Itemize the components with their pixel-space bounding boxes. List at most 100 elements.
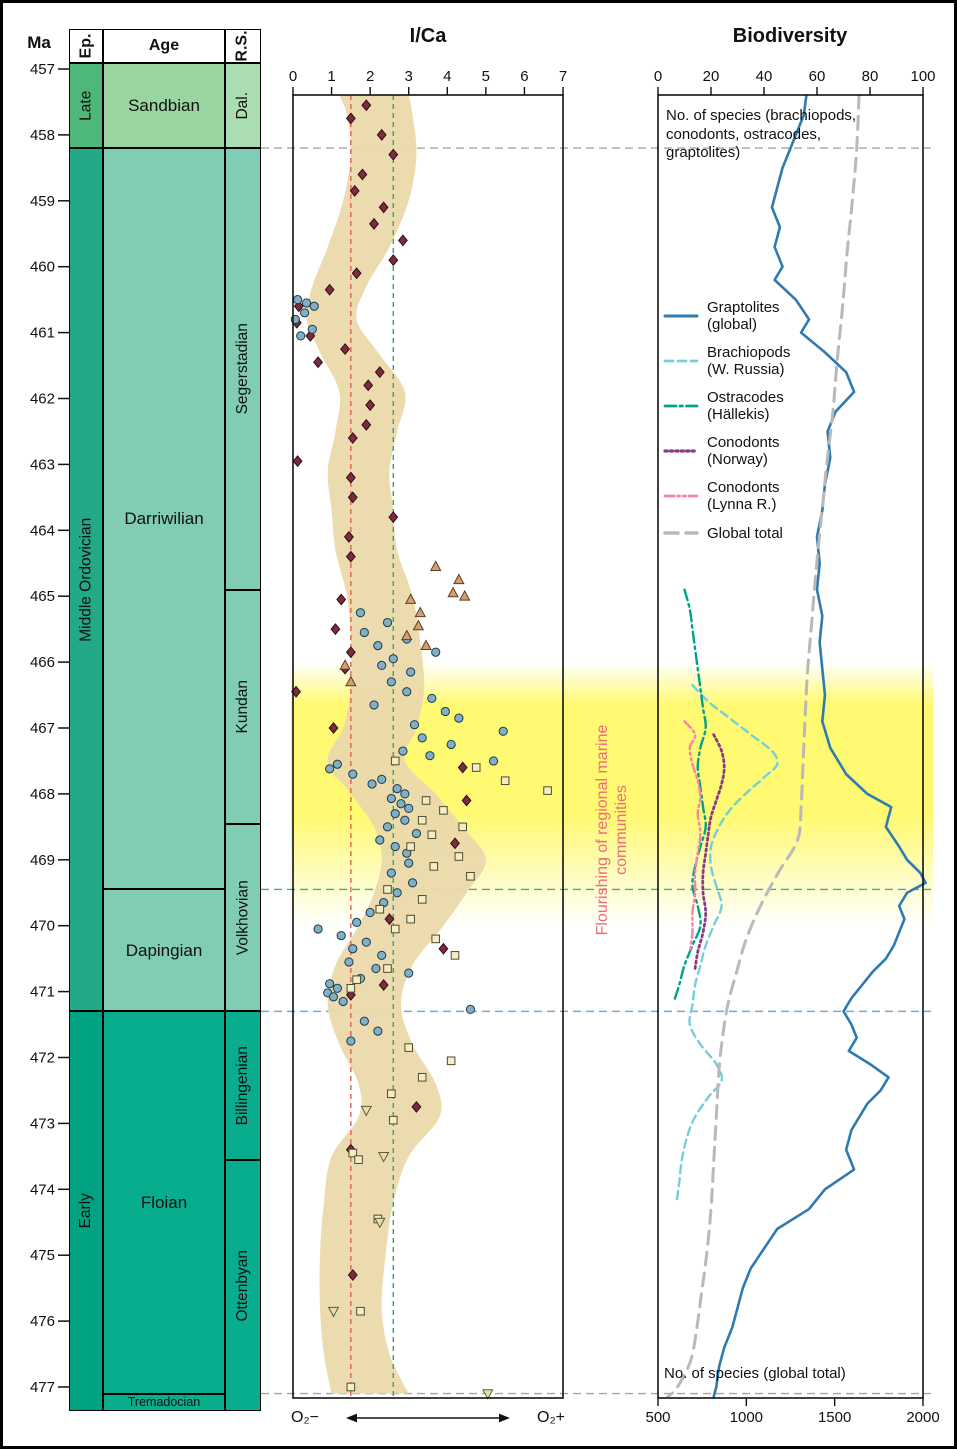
data-point-square: [406, 914, 415, 924]
series-graptolites: [712, 94, 927, 1399]
data-point-circle: [417, 733, 427, 743]
data-point-square: [406, 842, 415, 851]
data-point-diamond: [365, 399, 376, 412]
data-point-triangle-down: [377, 1151, 390, 1163]
data-point-circle: [359, 1016, 369, 1026]
data-point-square: [500, 776, 510, 786]
data-point-circle: [488, 756, 499, 766]
legend-line-sample-brachiopods: [663, 359, 699, 363]
strat-age-sandbian: Sandbian: [103, 63, 225, 149]
data-point-circle: [332, 759, 342, 769]
strat-age-floian: Floian: [103, 1011, 225, 1394]
strat-regional-volkhovian: Volkhovian: [225, 823, 261, 1012]
data-point-square: [466, 871, 475, 881]
data-point-circle: [346, 1036, 356, 1046]
data-point-diamond: [461, 794, 472, 807]
data-point-circle: [313, 924, 323, 934]
data-point-circle: [498, 726, 508, 736]
data-point-circle: [392, 784, 402, 794]
epoch-header-label: Ep.: [76, 33, 94, 59]
data-point-triangle-up: [447, 586, 459, 598]
data-point-diamond: [411, 1100, 422, 1113]
ma-tick-label: 468: [30, 786, 55, 803]
data-point-circle: [309, 301, 319, 311]
series-brachiopods: [675, 683, 779, 1204]
data-point-circle: [386, 677, 396, 687]
biodiversity-top-tick-label: 40: [756, 68, 773, 85]
data-point-diamond: [328, 722, 339, 734]
ma-tick-label: 476: [30, 1313, 55, 1330]
biodiversity-top-tick-label: 60: [809, 68, 826, 85]
legend-item-ostracodes: Ostracodes (Hällekis): [663, 389, 790, 423]
ma-tick-label: 466: [30, 654, 55, 671]
legend-label-conodonts-norway: Conodonts (Norway): [707, 434, 780, 468]
data-point-circle: [392, 888, 402, 898]
data-point-circle: [355, 608, 366, 618]
legend-line-sample-graptolites: [663, 314, 699, 318]
data-point-square: [446, 1056, 456, 1066]
legend-label-graptolites: Graptolites (global): [707, 299, 780, 333]
flourishing-annotation: Flourishing of regional marine communiti…: [594, 724, 630, 936]
biodiversity-bottom-axis-note: No. of species (global total): [664, 1365, 846, 1382]
data-point-triangle-down: [327, 1306, 340, 1318]
oxygen-low-label: O₂−: [291, 1409, 319, 1426]
data-point-square: [458, 822, 468, 832]
data-point-square: [356, 1306, 365, 1316]
data-point-diamond: [363, 379, 374, 392]
data-point-diamond: [457, 761, 468, 774]
series-conodonts-lynna: [683, 720, 702, 954]
data-point-circle: [336, 930, 346, 941]
ma-tick-label: 474: [30, 1181, 55, 1198]
ma-tick-label: 459: [30, 193, 55, 210]
data-point-diamond: [378, 979, 389, 991]
data-point-diamond: [343, 530, 354, 543]
data-point-circle: [411, 828, 422, 839]
data-point-square: [346, 984, 356, 993]
data-point-diamond: [345, 646, 356, 659]
data-point-square: [421, 796, 431, 805]
data-point-diamond: [292, 455, 303, 468]
biodiversity-plot-frame: [657, 94, 924, 1399]
data-point-triangle-up: [414, 606, 427, 618]
strat-label-tremadocian: Tremadocian: [127, 1395, 201, 1410]
data-point-circle: [406, 667, 416, 677]
strat-label-floian: Floian: [140, 1192, 188, 1212]
data-point-diamond: [388, 254, 399, 267]
strat-age-darriwilian: Darriwilian: [103, 148, 225, 890]
biodiversity-top-axis-note: No. of species (brachiopods, conodonts, …: [666, 107, 857, 161]
ma-tick-label: 462: [30, 391, 55, 408]
ma-tick-label: 471: [30, 984, 55, 1001]
data-point-diamond: [369, 217, 379, 230]
data-point-triangle-up: [429, 560, 442, 571]
data-point-square: [390, 924, 400, 934]
data-point-diamond: [347, 432, 358, 445]
data-point-square: [404, 1043, 414, 1052]
data-point-circle: [425, 751, 435, 761]
strat-regional-kundan: Kundan: [225, 589, 261, 824]
data-point-circle: [396, 799, 406, 809]
data-point-circle: [431, 647, 441, 657]
ma-axis-header: Ma: [27, 33, 51, 52]
strat-regional-segerstadian: Segerstadian: [225, 148, 261, 590]
strat-label-segerstadian: Segerstadian: [234, 323, 252, 415]
data-point-circle: [299, 308, 310, 318]
ica-axis-tick-label: 3: [405, 68, 413, 85]
ica-axis-tick-label: 2: [366, 68, 374, 85]
ica-plot-title: I/Ca: [409, 25, 447, 47]
data-point-circle: [400, 815, 410, 825]
data-point-circle: [409, 720, 420, 730]
ma-tick-label: 469: [30, 852, 55, 869]
data-point-square: [427, 830, 437, 840]
data-point-circle: [377, 774, 387, 785]
ica-axis-tick-label: 5: [482, 68, 490, 85]
legend-label-ostracodes: Ostracodes (Hällekis): [707, 389, 784, 423]
biodiversity-top-tick-label: 100: [910, 68, 935, 85]
biodiversity-legend: Graptolites (global) Brachiopods (W. Russia…: [663, 299, 790, 553]
strat-regional-ottenbyan: Ottenbyan: [225, 1159, 261, 1411]
strat-label-volkhovian: Volkhovian: [234, 879, 252, 955]
legend-item-conodonts-norway: Conodonts (Norway): [663, 434, 790, 468]
biodiversity-bottom-tick-label: 1500: [818, 1409, 851, 1426]
ma-tick-label: 472: [30, 1050, 55, 1067]
data-point-circle: [373, 641, 383, 651]
data-point-square: [352, 975, 361, 985]
